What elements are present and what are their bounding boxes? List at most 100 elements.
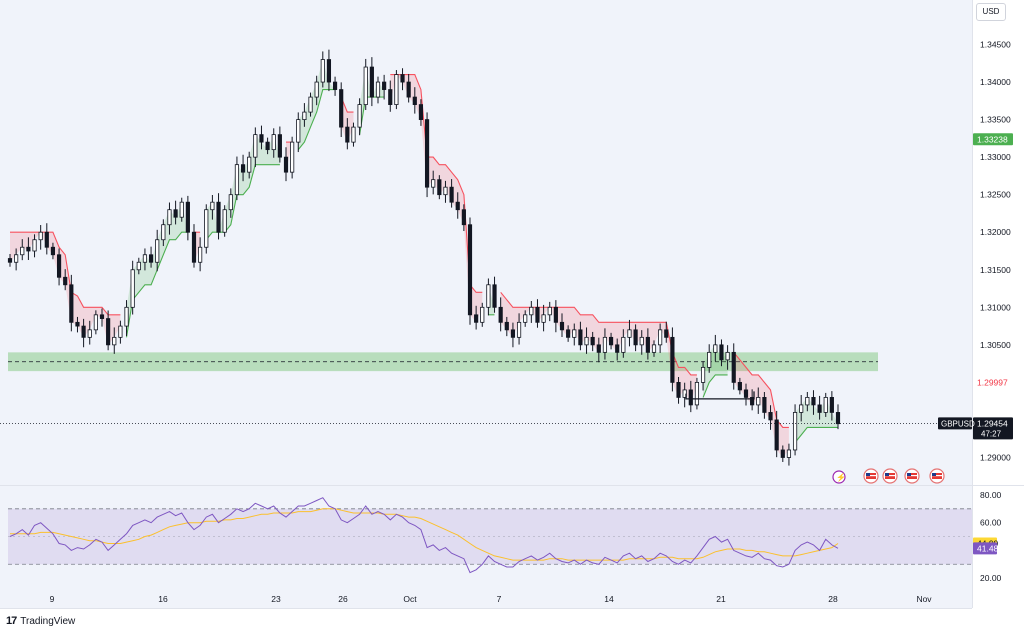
supertrend-up-price-label-bg [973,133,1013,146]
range-low-marker [685,391,755,400]
supertrend-down-line-6 [733,352,789,428]
price-tick-label: 1.31500 [980,265,1011,275]
candle-body [222,209,227,233]
candle-body [750,397,755,406]
candle-body [486,284,491,308]
candle-body [106,318,111,346]
candle-body [676,381,681,398]
candle-body [645,336,650,353]
rsi-tick-label: 80.00 [980,490,1002,500]
candle-body [124,306,129,327]
candle-body [345,126,350,143]
candle-body [247,156,252,173]
candle-body [14,254,19,263]
watermark[interactable]: 17 TradingView [6,612,75,630]
candle-body [388,89,393,105]
candle-body [621,336,626,353]
supertrend-down-line-4 [390,74,483,293]
us-flag-stripe-icon [932,475,942,477]
candle-body [234,164,240,196]
candle-body [780,449,785,458]
symbol-tag: GBPUSD [941,419,975,428]
candle-body [504,321,509,331]
candle-body [277,134,282,158]
candle-body [118,325,123,338]
candle-body [602,336,608,353]
main-pane-bg [0,0,972,485]
currency-selector[interactable]: USD [976,3,1006,21]
candle-body [424,119,430,188]
candle-body [437,179,442,196]
candle-body [142,254,148,263]
candle-body [516,321,522,338]
last-price-label: 1.29454 [977,418,1008,428]
last-price-label-bg [973,417,1013,440]
candle-body [112,336,117,346]
candle-body [480,306,485,323]
candle-body [817,404,822,413]
candle-body [155,239,160,263]
time-tick-label: 28 [828,594,838,604]
candle-body [627,329,632,338]
candle-body [658,329,663,346]
candle-body [737,381,742,391]
candle-body [167,209,172,226]
candle-body [87,329,92,338]
candle-body [443,186,448,196]
candle-body [572,329,577,338]
price-tick-label: 1.30500 [980,340,1011,350]
last-price-countdown: 47:27 [981,429,1002,438]
candle-body [253,134,258,158]
candle-body [700,366,706,383]
tradingview-logo-icon: 17 [6,615,17,627]
time-tick-label: Nov [916,594,932,604]
lightning-event-icon[interactable] [832,470,846,484]
price-tick-label: 1.34000 [980,77,1011,87]
candle-body [363,66,368,105]
candle-body [664,329,669,338]
candle-body [130,269,135,308]
candle-body [185,201,190,233]
candle-body [529,306,534,316]
candle-body [44,231,49,248]
candle-body [314,81,319,98]
price-tick-label: 1.34500 [980,40,1011,50]
time-tick-label: 26 [338,594,348,604]
candle-body [774,419,779,451]
candle-body [179,201,184,218]
candle-body [357,104,362,128]
price-tick-label: 1.29000 [980,452,1011,462]
supertrend-down-line-0 [10,231,121,316]
candle-body [191,231,197,263]
time-tick-label: 21 [716,594,726,604]
candle-body [707,351,712,368]
candle-body [204,209,209,248]
candle-body [32,239,37,252]
price-tick-label: 1.33500 [980,115,1011,125]
candle-body [590,336,595,346]
candle-body [829,397,834,413]
candle-body [713,344,718,353]
candle-body [290,141,295,173]
supertrend-down-fill-0 [10,232,121,345]
candle-body [559,321,565,331]
candle-body [743,389,749,398]
candle-body [566,329,571,338]
candle-body [99,314,105,319]
candle-body [375,81,381,98]
candle-body [351,126,356,143]
candle-body [271,134,276,151]
candle-body [768,412,773,421]
candle-body [296,119,301,143]
candle-body [302,111,307,121]
time-tick-label: 16 [158,594,168,604]
candle-body [523,314,528,323]
candle-body [339,89,344,128]
candle-body [541,314,546,323]
rsi-ma-line [10,508,839,561]
candle-body [639,336,644,346]
candle-body [792,412,798,451]
candle-body [406,81,411,98]
